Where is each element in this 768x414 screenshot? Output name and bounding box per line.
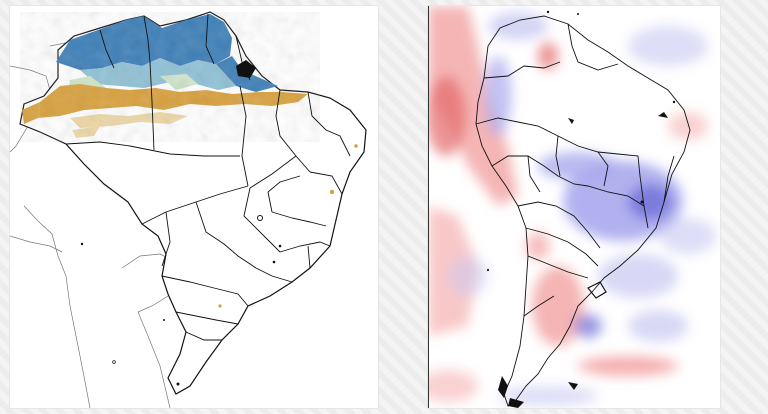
south-america-map-svg: [428, 6, 716, 408]
state-borders: [65, 13, 351, 341]
continent-outline: [475, 15, 691, 407]
coast-details: [80, 60, 282, 386]
south-america-anomaly-map: [428, 6, 720, 408]
brazil-map-svg: [10, 11, 367, 408]
brazil-precipitation-map: [10, 6, 378, 408]
anomaly-field: [428, 6, 716, 406]
coast-details: [486, 10, 676, 408]
